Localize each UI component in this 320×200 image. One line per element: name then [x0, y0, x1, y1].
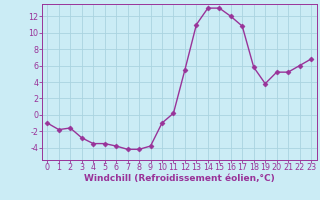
X-axis label: Windchill (Refroidissement éolien,°C): Windchill (Refroidissement éolien,°C)	[84, 174, 275, 183]
